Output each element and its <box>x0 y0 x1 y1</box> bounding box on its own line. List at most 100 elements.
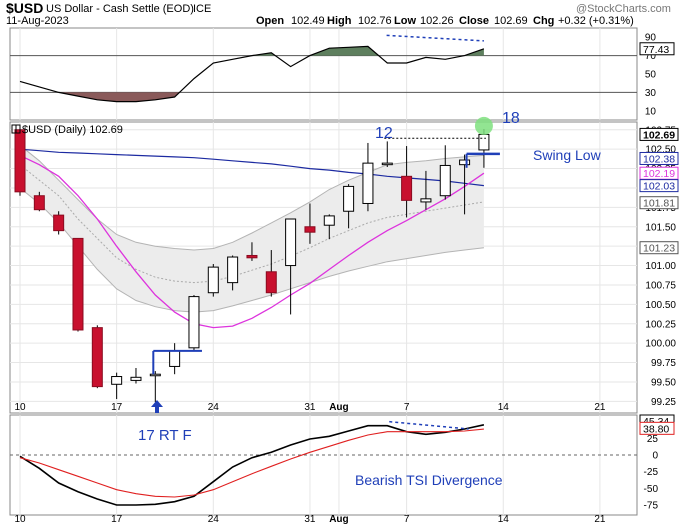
x-axis-label: 10 <box>14 402 26 413</box>
high-value: 102.76 <box>358 15 392 27</box>
candle-down <box>246 254 258 259</box>
highlight-circle <box>474 116 493 135</box>
tsi-badge <box>639 421 675 435</box>
rsi-line <box>19 45 485 103</box>
x-axis-label: 24 <box>208 402 220 413</box>
candle-down <box>53 214 65 232</box>
candle-up <box>207 266 219 294</box>
open-label: Open <box>256 15 284 27</box>
price-badge-text: 102.38 <box>643 153 675 165</box>
tsi-panel-frame <box>9 414 638 516</box>
annotations: 12 18 Swing Low 17 RT F Bearish TSI Dive… <box>138 110 602 488</box>
candlesticks <box>14 116 500 403</box>
exchange: ICE <box>193 3 211 15</box>
tsi-tick-label: -25 <box>644 467 659 478</box>
price-tick-label: 100.00 <box>645 339 676 350</box>
price-badge <box>639 179 679 193</box>
label-18: 18 <box>502 110 520 127</box>
candle-down <box>304 226 316 233</box>
high-label: High <box>327 15 352 27</box>
low-value: 102.26 <box>420 15 454 27</box>
candle-up <box>130 376 142 381</box>
price-tick-label: 100.75 <box>645 280 676 291</box>
candle-down <box>72 237 84 331</box>
candle-down <box>33 195 45 211</box>
rsi-panel-frame <box>9 27 638 121</box>
tsi-signal-line <box>19 428 484 498</box>
price-tick-label: 99.75 <box>651 358 676 369</box>
chg-label: Chg <box>533 15 554 27</box>
rsi-oversold-fill <box>58 92 180 102</box>
rsi-tick-label: 10 <box>645 106 657 117</box>
x-axis-label: 10 <box>14 514 26 525</box>
x-axis-label: 7 <box>404 402 410 413</box>
price-badge <box>639 127 679 141</box>
tsi-tick-label: -75 <box>644 501 659 512</box>
candle-up <box>169 350 181 367</box>
rsi-tick-label: 70 <box>645 51 657 62</box>
x-axis-label: 7 <box>404 514 410 525</box>
price-legend-text: $USD (Daily) 102.69 <box>22 124 123 136</box>
watermark: @StockCharts.com <box>576 3 671 15</box>
ema20-line <box>19 154 485 329</box>
rsi-value-badge-text: 77.43 <box>643 44 669 56</box>
chart-header: $USD US Dollar - Cash Settle (EOD) ICE @… <box>6 0 671 27</box>
price-tick-label: 100.50 <box>645 300 676 311</box>
tsi-divergence-line <box>389 420 469 430</box>
keltner-lower-line <box>19 187 484 313</box>
candle-up <box>188 296 200 349</box>
price-badge <box>639 151 679 165</box>
close-label: Close <box>459 15 489 27</box>
price-tick-label: 101.50 <box>645 222 676 233</box>
candle-up <box>420 198 432 203</box>
x-axis-label: 31 <box>304 514 316 525</box>
low-label: Low <box>394 15 416 27</box>
x-axis-label: Aug <box>329 402 348 413</box>
candle-up <box>439 164 451 197</box>
chart-date: 11-Aug-2023 <box>6 15 69 27</box>
price-badge <box>639 196 679 210</box>
rsi-tick-label: 50 <box>645 70 657 81</box>
tsi-tick-label: -50 <box>644 484 659 495</box>
x-axis-label: 17 <box>111 514 123 525</box>
candle-up <box>323 215 335 226</box>
tsi-divergence-label: Bearish TSI Divergence <box>355 472 503 488</box>
candle-up <box>111 376 123 385</box>
candle-up <box>343 185 355 212</box>
close-value: 102.69 <box>494 15 528 27</box>
x-axis-label: 14 <box>498 514 510 525</box>
candle-up <box>227 256 239 284</box>
price-badge-text: 101.81 <box>643 198 675 210</box>
rt-f-label: 17 RT F <box>138 427 192 444</box>
rsi-divergence-line <box>386 34 484 42</box>
up-arrow-icon <box>151 400 163 413</box>
open-value: 102.49 <box>291 15 325 27</box>
x-axis-label: 24 <box>208 514 220 525</box>
tsi-indicator <box>10 420 637 506</box>
rsi-value-badge <box>639 42 675 56</box>
candle-up <box>285 218 297 267</box>
price-tick-label: 99.25 <box>651 397 676 408</box>
price-badge-text: 102.69 <box>643 129 675 141</box>
axes: 102.75102.50102.25102.00101.75101.50101.… <box>14 33 679 525</box>
rsi-tick-label: 30 <box>645 88 657 99</box>
price-tick-label: 99.50 <box>651 377 676 388</box>
x-axis-label: 31 <box>304 402 316 413</box>
price-tick-label: 101.00 <box>645 261 676 272</box>
candle-down <box>14 129 26 193</box>
candle-up <box>459 159 471 166</box>
price-badge-text: 102.03 <box>643 181 675 193</box>
candle-up <box>149 373 161 377</box>
symbol: $USD <box>6 0 43 16</box>
chg-value: +0.32 (+0.31%) <box>558 15 634 27</box>
price-tick-label: 100.25 <box>645 319 676 330</box>
price-tick-label: 102.50 <box>645 145 676 156</box>
candle-down <box>265 271 277 294</box>
price-badge <box>639 241 679 255</box>
instrument-name: US Dollar - Cash Settle (EOD) <box>46 3 194 15</box>
price-legend: $USD (Daily) 102.69 <box>11 124 123 136</box>
x-axis-label: 21 <box>594 514 606 525</box>
candle-down <box>401 175 413 201</box>
candle-up <box>381 162 393 166</box>
